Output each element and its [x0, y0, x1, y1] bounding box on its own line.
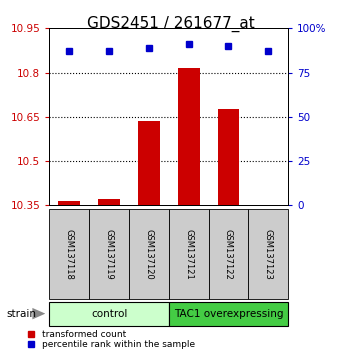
- Text: GSM137120: GSM137120: [144, 229, 153, 279]
- Bar: [98, 199, 120, 205]
- Bar: [248, 209, 288, 299]
- Text: TAC1 overexpressing: TAC1 overexpressing: [174, 309, 283, 319]
- Text: GSM137118: GSM137118: [65, 229, 74, 279]
- Text: GDS2451 / 261677_at: GDS2451 / 261677_at: [87, 16, 254, 32]
- Polygon shape: [32, 308, 45, 319]
- Bar: [209, 209, 248, 299]
- Text: control: control: [91, 309, 127, 319]
- Legend: transformed count, percentile rank within the sample: transformed count, percentile rank withi…: [21, 330, 195, 349]
- Text: GSM137119: GSM137119: [105, 229, 114, 279]
- Bar: [169, 209, 209, 299]
- Bar: [138, 121, 160, 205]
- Bar: [49, 209, 89, 299]
- Text: GSM137123: GSM137123: [264, 229, 273, 279]
- Bar: [169, 302, 288, 326]
- Bar: [49, 302, 169, 326]
- Bar: [89, 209, 129, 299]
- Text: GSM137122: GSM137122: [224, 229, 233, 279]
- Text: GSM137121: GSM137121: [184, 229, 193, 279]
- Bar: [178, 68, 199, 205]
- Bar: [129, 209, 169, 299]
- Bar: [218, 109, 239, 205]
- Text: strain: strain: [7, 309, 37, 319]
- Bar: [58, 201, 80, 205]
